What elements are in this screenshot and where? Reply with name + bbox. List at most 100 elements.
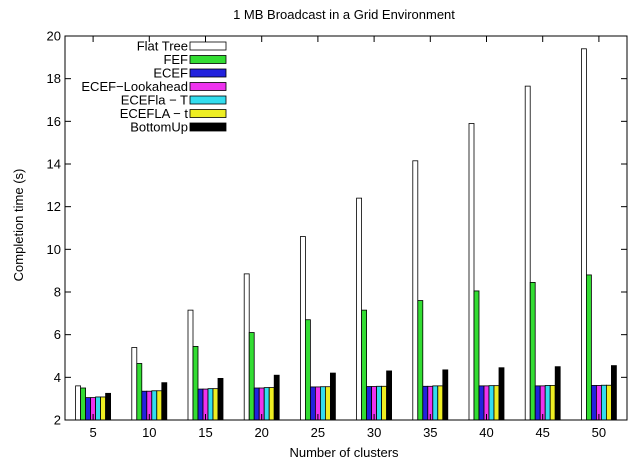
bar	[591, 385, 597, 421]
legend-swatch	[189, 82, 227, 91]
x-tick-label: 5	[89, 425, 96, 440]
bar	[324, 386, 331, 421]
bar	[529, 281, 536, 421]
bar	[356, 197, 363, 421]
bar	[212, 388, 219, 421]
bar	[156, 390, 163, 421]
y-tick-label: 12	[47, 199, 61, 214]
bars-group	[75, 48, 617, 421]
bar	[524, 85, 531, 421]
bar	[329, 372, 336, 421]
bar	[366, 386, 373, 421]
y-axis: 2 4 6 8 10 12 14 16 18 20	[47, 29, 627, 428]
y-tick-label: 16	[47, 114, 61, 129]
y-tick-label: 4	[54, 370, 61, 385]
bar	[299, 236, 306, 421]
bar	[217, 377, 224, 421]
bar	[141, 390, 148, 421]
x-tick-label: 20	[254, 425, 268, 440]
x-tick-label: 35	[423, 425, 437, 440]
bar	[85, 397, 91, 421]
bar	[586, 274, 592, 421]
bar	[187, 309, 194, 421]
bar	[493, 385, 500, 421]
legend-swatch	[189, 122, 227, 132]
x-axis: 5 10 15 20 25 30 35 40 45 50	[89, 36, 606, 440]
legend-label: ECEF	[153, 66, 188, 81]
legend-label: ECEF−Lookahead	[81, 79, 188, 94]
bar	[253, 387, 260, 421]
legend-label: ECEFla − T	[121, 93, 188, 108]
bar	[549, 385, 556, 421]
y-tick-label: 8	[54, 285, 61, 300]
y-tick-label: 6	[54, 327, 61, 342]
bar	[95, 396, 101, 421]
y-tick-label: 2	[54, 413, 61, 428]
bar	[268, 387, 275, 421]
bar	[273, 374, 280, 421]
bar	[207, 388, 214, 421]
plot-frame	[64, 35, 628, 421]
bar	[386, 370, 393, 421]
y-tick-label: 10	[47, 242, 61, 257]
legend-label: Flat Tree	[137, 39, 188, 54]
bar	[544, 385, 551, 421]
bar	[601, 384, 607, 421]
bar	[304, 319, 311, 421]
x-tick-label: 45	[535, 425, 549, 440]
bar	[581, 48, 587, 421]
bar	[309, 386, 316, 421]
x-tick-label: 30	[367, 425, 381, 440]
bar	[478, 385, 485, 421]
bar	[412, 160, 419, 421]
bar	[197, 388, 204, 421]
bar	[161, 382, 168, 421]
bar	[319, 386, 326, 421]
bar	[417, 300, 424, 421]
bar	[534, 385, 541, 421]
bar	[422, 385, 429, 421]
legend-swatch	[189, 68, 227, 78]
bar	[432, 385, 439, 421]
bar	[263, 387, 270, 421]
y-axis-title: Completion time (s)	[11, 169, 26, 282]
y-tick-label: 18	[47, 71, 61, 86]
bar	[100, 396, 106, 421]
bar	[192, 345, 199, 421]
legend-swatch	[189, 109, 227, 118]
bar	[468, 123, 475, 421]
bar	[376, 385, 383, 421]
y-tick-label: 20	[47, 29, 61, 44]
bar	[606, 384, 612, 421]
x-tick-label: 40	[479, 425, 493, 440]
x-tick-label: 15	[198, 425, 212, 440]
legend-label: ECEFLA − t	[120, 106, 189, 121]
bar	[80, 387, 86, 421]
x-axis-title: Number of clusters	[289, 445, 399, 460]
x-tick-label: 25	[311, 425, 325, 440]
bar	[381, 385, 388, 421]
bar	[243, 273, 250, 421]
bar	[498, 367, 505, 421]
bar	[136, 363, 143, 421]
x-tick-label: 50	[592, 425, 606, 440]
bar	[554, 366, 561, 421]
legend-label: FEF	[163, 52, 188, 67]
legend-swatch	[189, 55, 227, 64]
legend-label: BottomUp	[130, 120, 188, 135]
x-tick-label: 10	[142, 425, 156, 440]
bar	[442, 369, 449, 421]
plot-border	[64, 35, 628, 421]
bar	[437, 385, 444, 421]
bar	[75, 385, 81, 421]
bar	[131, 347, 138, 421]
bar	[361, 309, 368, 421]
bar	[151, 390, 158, 421]
legend-swatch	[189, 41, 227, 51]
bar	[611, 365, 617, 421]
bar	[488, 385, 495, 421]
bar	[473, 290, 480, 421]
bar	[248, 332, 255, 421]
